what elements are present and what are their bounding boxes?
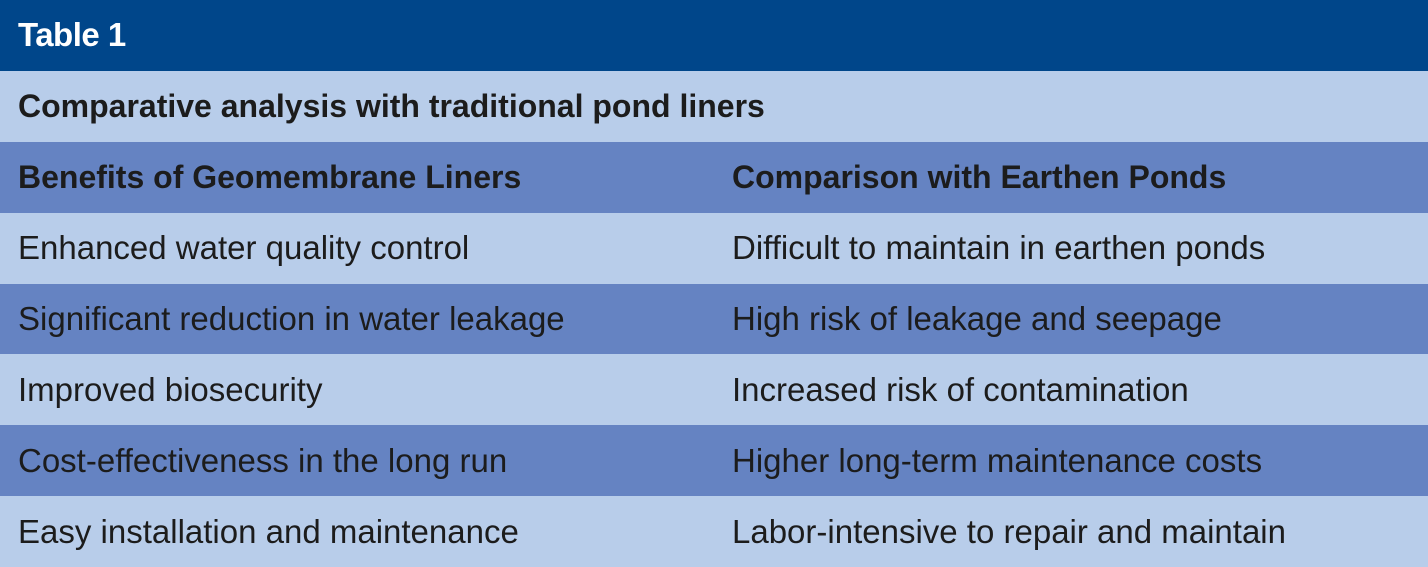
table-row: Cost-effectiveness in the long run Highe… xyxy=(0,425,1428,497)
table-cell-comparison: Difficult to maintain in earthen ponds xyxy=(732,229,1266,267)
table-cell-benefit: Improved biosecurity xyxy=(18,370,323,408)
header-benefits: Benefits of Geomembrane Liners xyxy=(18,158,522,195)
table-row: Enhanced water quality control Difficult… xyxy=(0,212,1428,284)
table-row: Significant reduction in water leakage H… xyxy=(0,283,1428,355)
table-label: Table 1 xyxy=(0,0,1428,71)
table-row: Easy installation and maintenance Labor-… xyxy=(0,496,1428,567)
table-cell-comparison: Labor-intensive to repair and maintain xyxy=(732,512,1286,550)
table-cell-benefit: Easy installation and maintenance xyxy=(18,512,519,550)
table-cell-comparison: Increased risk of contamination xyxy=(732,370,1189,408)
header-comparison: Comparison with Earthen Ponds xyxy=(732,158,1227,195)
table-cell-benefit: Cost-effectiveness in the long run xyxy=(18,441,508,479)
table-cell-comparison: Higher long-term maintenance costs xyxy=(732,441,1263,479)
table-cell-benefit: Significant reduction in water leakage xyxy=(18,299,565,337)
table-caption: Comparative analysis with traditional po… xyxy=(0,70,1428,142)
table-row: Improved biosecurity Increased risk of c… xyxy=(0,354,1428,426)
table-header-row: Benefits of Geomembrane Liners Compariso… xyxy=(0,141,1428,213)
table-cell-benefit: Enhanced water quality control xyxy=(18,229,470,267)
table-cell-comparison: High risk of leakage and seepage xyxy=(732,299,1222,337)
